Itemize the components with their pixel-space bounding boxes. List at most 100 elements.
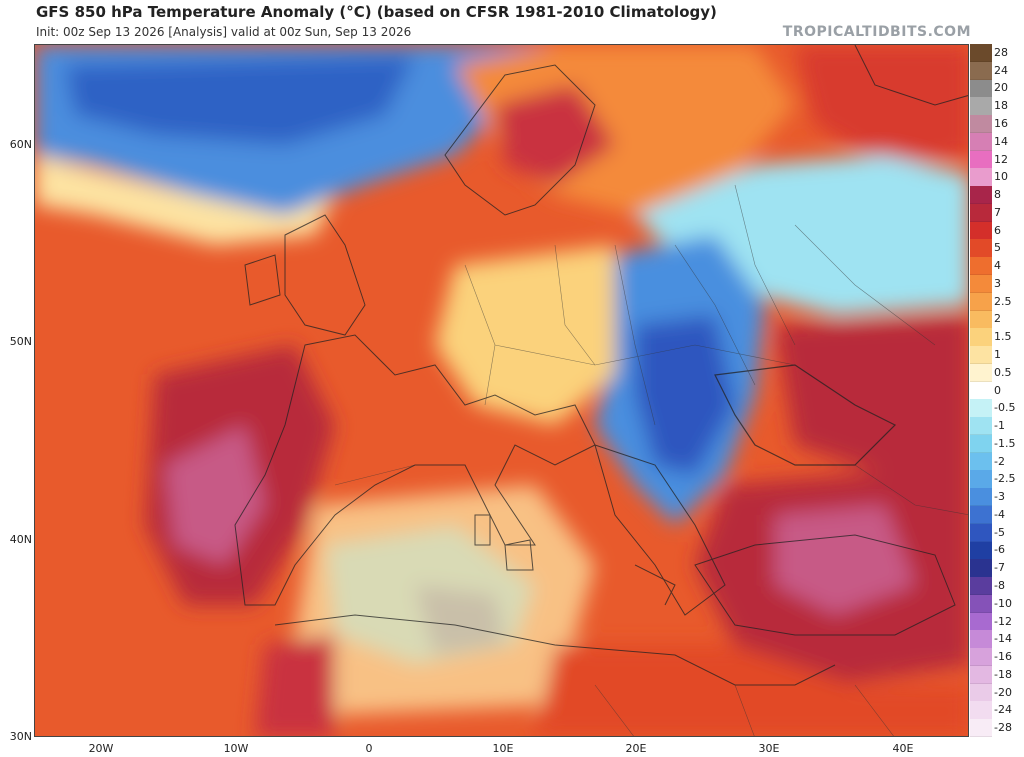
legend-swatch — [970, 541, 992, 560]
legend-swatch — [970, 363, 992, 383]
legend-swatch — [970, 186, 992, 205]
legend-swatch — [970, 648, 992, 667]
legend-label: -3 — [994, 490, 1005, 504]
central-europe-neutral — [435, 245, 615, 425]
legend-label: 0 — [994, 383, 1001, 397]
legend-label: 5 — [994, 241, 1001, 255]
legend-swatch — [970, 665, 992, 685]
legend-swatch — [970, 612, 992, 631]
balkans-deep-cold — [635, 315, 735, 475]
north-atlantic-deep-cold — [65, 55, 415, 145]
legend-label: 10 — [994, 170, 1008, 184]
color-legend: 28 24 20 18 16 14 12 10 8 7 6 5 4 3 2.5 2 1.5 1 0.5 0 -0.5 -1… — [970, 44, 1024, 738]
credit-watermark: TROPICALTIDBITS.COM — [782, 24, 971, 40]
legend-swatch — [970, 577, 992, 596]
legend-swatch — [970, 292, 992, 312]
legend-label: -0.5 — [994, 401, 1016, 415]
lon-label-20E: 20E — [625, 742, 647, 755]
anomaly-map-canvas — [35, 45, 968, 736]
lon-label-10W: 10W — [223, 742, 249, 755]
legend-label: 6 — [994, 223, 1001, 237]
legend-swatch — [970, 239, 992, 258]
legend-swatch — [970, 328, 992, 347]
legend-label: -1.5 — [994, 436, 1016, 450]
legend-swatch — [970, 719, 992, 738]
legend-label: -18 — [994, 667, 1012, 681]
legend-label: -20 — [994, 685, 1012, 699]
legend-label: 16 — [994, 116, 1008, 130]
legend-swatch — [970, 594, 992, 614]
chart-title: GFS 850 hPa Temperature Anomaly (°C) (ba… — [36, 3, 717, 21]
legend-label: -8 — [994, 578, 1005, 592]
legend-label: 24 — [994, 63, 1008, 77]
legend-label: -7 — [994, 561, 1005, 575]
legend-swatch — [970, 559, 992, 578]
legend-swatch — [970, 630, 992, 649]
legend-label: 18 — [994, 99, 1008, 113]
legend-swatch — [970, 310, 992, 329]
legend-swatch — [970, 168, 992, 187]
legend-label: 4 — [994, 259, 1001, 273]
legend-label: 20 — [994, 81, 1008, 95]
legend-label: -12 — [994, 614, 1012, 628]
legend-swatch — [970, 488, 992, 507]
atlantic-neutral-band — [35, 155, 335, 245]
lat-label-50N: 50N — [9, 335, 32, 348]
legend-swatch — [970, 381, 992, 400]
legend-label: 0.5 — [994, 365, 1012, 379]
anomaly-map — [34, 44, 969, 737]
lon-label-0: 0 — [365, 742, 373, 755]
lat-label-60N: 60N — [9, 138, 32, 151]
legend-label: -24 — [994, 703, 1012, 717]
legend-swatch — [970, 523, 992, 543]
legend-swatch — [970, 79, 992, 98]
lon-label-40E: 40E — [892, 742, 914, 755]
legend-swatch — [970, 417, 992, 436]
legend-swatch — [970, 203, 992, 223]
lat-label-30N: 30N — [9, 730, 32, 743]
norway-strong-warm — [495, 85, 615, 185]
legend-swatch — [970, 115, 992, 134]
black-sea-warm-anomaly — [775, 315, 968, 475]
legend-swatch — [970, 97, 992, 116]
legend-swatch — [970, 399, 992, 418]
north-africa-warm-anomaly — [535, 645, 968, 736]
turkey-strong-warm-anomaly — [775, 505, 915, 615]
legend-swatch — [970, 275, 992, 294]
legend-swatch — [970, 452, 992, 471]
legend-label: 8 — [994, 188, 1001, 202]
legend-label: -6 — [994, 543, 1005, 557]
legend-swatch — [970, 506, 992, 525]
legend-label: -5 — [994, 525, 1005, 539]
chart-subtitle: Init: 00z Sep 13 2026 [Analysis] valid a… — [36, 25, 412, 39]
legend-label: -10 — [994, 596, 1012, 610]
legend-swatch — [970, 701, 992, 720]
legend-label: 2.5 — [994, 294, 1012, 308]
legend-label: -4 — [994, 507, 1005, 521]
legend-label: -14 — [994, 632, 1012, 646]
lon-label-30E: 30E — [758, 742, 780, 755]
legend-swatch — [970, 683, 992, 702]
legend-swatch — [970, 44, 992, 63]
legend-label: 1.5 — [994, 330, 1012, 344]
lon-label-10E: 10E — [492, 742, 514, 755]
legend-label: -2.5 — [994, 472, 1016, 486]
legend-label: -28 — [994, 721, 1012, 735]
northeast-warm-anomaly — [795, 45, 968, 165]
legend-swatch — [970, 257, 992, 276]
legend-label: 3 — [994, 276, 1001, 290]
legend-swatch — [970, 150, 992, 169]
legend-label: 1 — [994, 347, 1001, 361]
legend-label: 2 — [994, 312, 1001, 326]
legend-swatch — [970, 346, 992, 365]
legend-swatch — [970, 221, 992, 240]
legend-label: 28 — [994, 45, 1008, 59]
legend-label: 14 — [994, 134, 1008, 148]
legend-label: 7 — [994, 205, 1001, 219]
legend-swatch — [970, 61, 992, 81]
legend-swatch — [970, 132, 992, 152]
lat-label-40N: 40N — [9, 533, 32, 546]
legend-label: -1 — [994, 419, 1005, 433]
legend-label: -2 — [994, 454, 1005, 468]
legend-swatch — [970, 470, 992, 489]
